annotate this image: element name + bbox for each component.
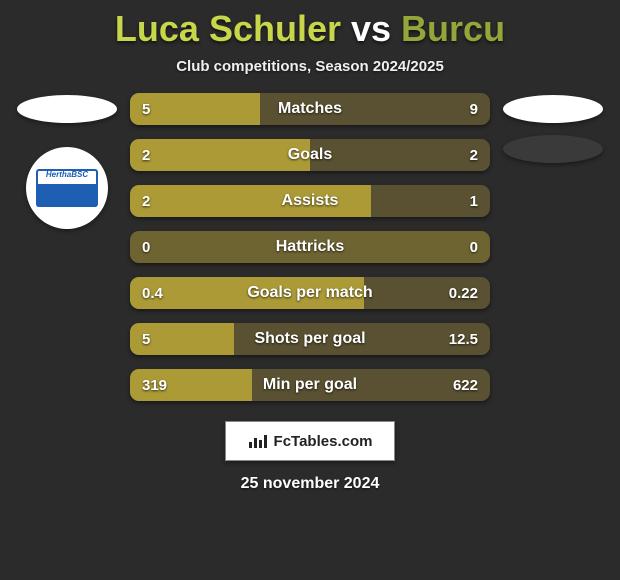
stat-bar-left-seg (130, 323, 234, 355)
bar-chart-icon (248, 433, 268, 449)
stat-bar-left-seg (130, 139, 310, 171)
player2-club-placeholder (503, 135, 603, 163)
brand-text: FcTables.com (274, 433, 373, 450)
stat-bar: Shots per goal512.5 (130, 323, 490, 355)
stat-bar-left-seg (130, 277, 364, 309)
stat-bar-right-seg (234, 323, 490, 355)
stat-bar-right-seg (310, 231, 490, 263)
stat-bar-left-seg (130, 231, 310, 263)
stat-bar: Hattricks00 (130, 231, 490, 263)
hertha-flag-icon (36, 169, 98, 207)
stat-bar: Goals per match0.40.22 (130, 277, 490, 309)
page-title: Luca Schuler vs Burcu (115, 8, 505, 50)
stat-bar: Min per goal319622 (130, 369, 490, 401)
date-label: 25 november 2024 (241, 475, 380, 493)
left-column (12, 93, 122, 229)
stat-bar-right-seg (310, 139, 490, 171)
player1-club-badge (26, 147, 108, 229)
stat-bar-left-seg (130, 369, 252, 401)
stat-bar: Goals22 (130, 139, 490, 171)
stat-bar-left-seg (130, 185, 371, 217)
main-row: Matches59 Goals22 Assists21 Hattricks00 Goal… (0, 93, 620, 401)
subtitle: Club competitions, Season 2024/2025 (176, 58, 444, 75)
player1-logo-placeholder (17, 95, 117, 123)
stats-column: Matches59 Goals22 Assists21 Hattricks00 Goal… (130, 93, 490, 401)
stat-bar-left-seg (130, 93, 260, 125)
player1-name: Luca Schuler (115, 8, 341, 49)
stat-bar: Matches59 (130, 93, 490, 125)
stat-bar-right-seg (364, 277, 490, 309)
comparison-infographic: Luca Schuler vs Burcu Club competitions,… (0, 0, 620, 580)
player2-name: Burcu (401, 8, 505, 49)
player2-logo-placeholder (503, 95, 603, 123)
stat-bar-right-seg (371, 185, 490, 217)
stat-bar: Assists21 (130, 185, 490, 217)
right-column (498, 93, 608, 163)
stat-bar-right-seg (252, 369, 490, 401)
vs-label: vs (341, 8, 401, 49)
stat-bar-right-seg (260, 93, 490, 125)
brand-badge: FcTables.com (225, 421, 395, 461)
